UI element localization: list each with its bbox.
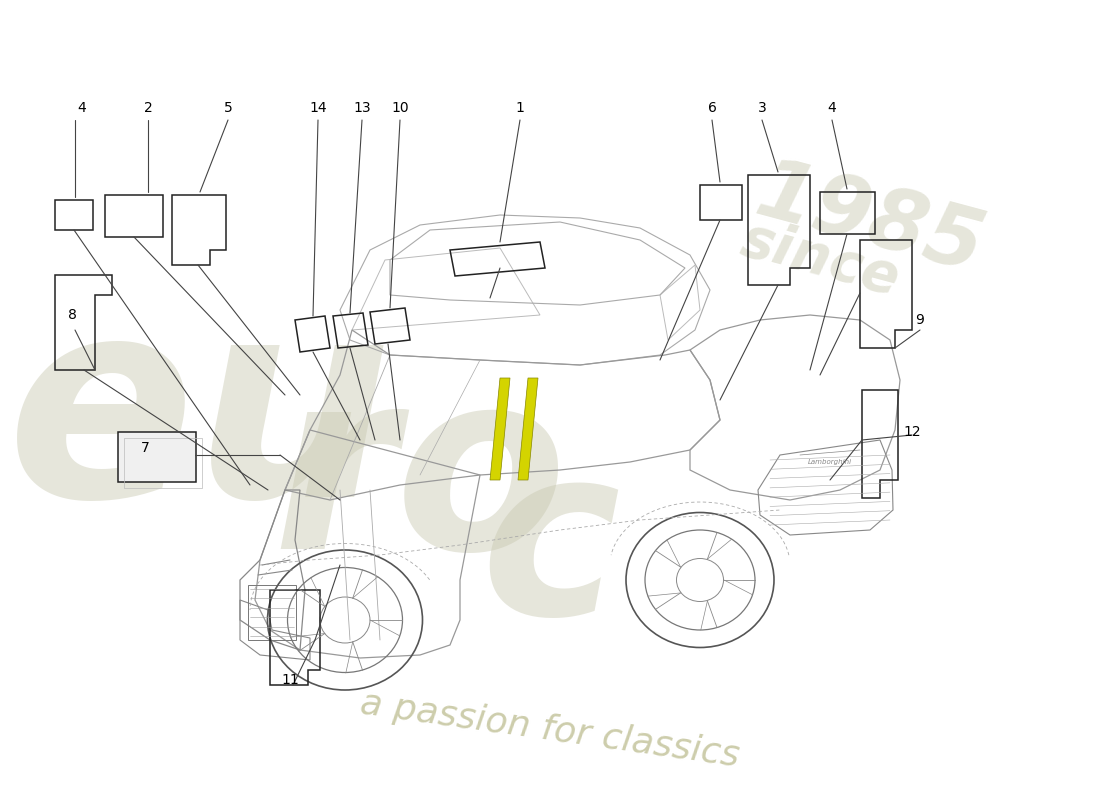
- Bar: [124, 438, 202, 488]
- Text: 3: 3: [758, 101, 767, 115]
- Bar: [118, 432, 196, 482]
- Text: 13: 13: [353, 101, 371, 115]
- Text: since: since: [735, 213, 905, 307]
- Text: ro: ro: [273, 359, 568, 601]
- Text: 4: 4: [78, 101, 87, 115]
- Text: a passion for classics: a passion for classics: [359, 686, 741, 774]
- Text: 1: 1: [516, 101, 525, 115]
- Text: c: c: [480, 436, 620, 664]
- Bar: [104, 195, 163, 237]
- Text: 10: 10: [392, 101, 409, 115]
- Text: 12: 12: [903, 425, 921, 439]
- Text: 6: 6: [707, 101, 716, 115]
- Polygon shape: [518, 378, 538, 480]
- Text: 1985: 1985: [748, 151, 992, 289]
- Text: 14: 14: [309, 101, 327, 115]
- Text: 11: 11: [282, 673, 299, 687]
- Text: 7: 7: [141, 441, 150, 455]
- Bar: [248, 585, 296, 640]
- Bar: [700, 185, 743, 220]
- Text: Lamborghini: Lamborghini: [807, 459, 852, 465]
- Polygon shape: [490, 378, 510, 480]
- Text: 9: 9: [915, 313, 924, 327]
- Bar: [55, 200, 94, 230]
- Text: 5: 5: [223, 101, 232, 115]
- Text: eu: eu: [7, 285, 393, 555]
- Text: 2: 2: [144, 101, 153, 115]
- Text: 8: 8: [67, 308, 76, 322]
- Text: 4: 4: [827, 101, 836, 115]
- Bar: [820, 192, 874, 234]
